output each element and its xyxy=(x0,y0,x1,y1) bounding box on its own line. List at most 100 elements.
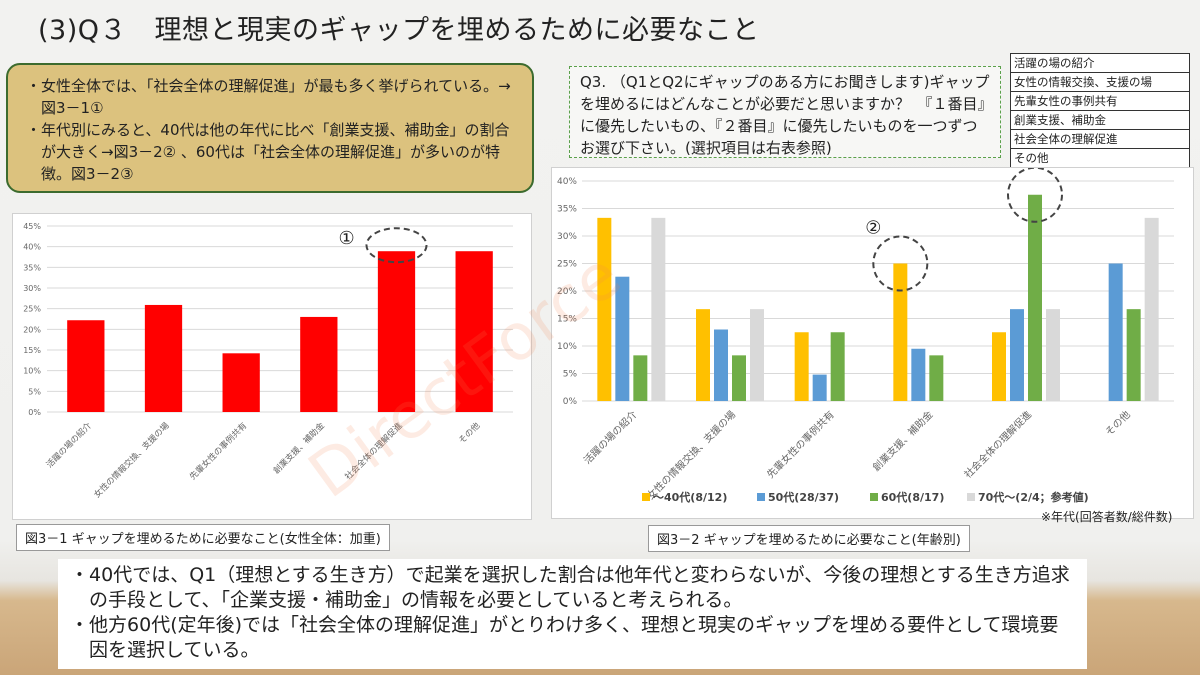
legend-swatch xyxy=(870,493,878,501)
y-tick-label: 40% xyxy=(23,243,41,252)
option-cell: 女性の情報交換、支援の場 xyxy=(1010,72,1190,92)
bar xyxy=(597,217,612,401)
bar xyxy=(911,348,926,401)
x-tick-label: 活躍の場の紹介 xyxy=(44,420,94,470)
bar xyxy=(1126,309,1141,401)
x-tick-label: 社会全体の理解促進 xyxy=(343,420,405,482)
chart-by-age-svg: 0% 5% 10% 15% 20% 25% 30% 35% 40% 活躍の場の紹介 女性の情報交換、… xyxy=(557,149,1174,504)
bar xyxy=(300,316,338,412)
y-tick-label: 20% xyxy=(557,287,577,297)
bar xyxy=(732,355,746,401)
options-table: 活躍の場の紹介 女性の情報交換、支援の場 先輩女性の事例共有 創業支援、補助金 … xyxy=(1010,53,1190,168)
bullet-mark: ・ xyxy=(70,564,90,586)
annotation-label: ③ xyxy=(1000,168,1016,170)
summary-line-2: 年代別にみると、40代は他の年代に比べ「創業支援、補助金」の割合が大きく→図3－… xyxy=(41,121,510,183)
y-tick-label: 25% xyxy=(23,305,41,314)
legend-swatch xyxy=(757,493,765,501)
slide-title: (3)Q３ 理想と現実のギャップを埋めるために必要なこと xyxy=(38,15,760,46)
x-tick-label: 社会全体の理解促進 xyxy=(961,408,1034,481)
chart-by-age-note: ※年代(回答者数/総件数) xyxy=(1041,510,1173,524)
conclusion-box: ・ 40代では、Q1（理想とする生き方）で起業を選択した割合は他年代と変わらない… xyxy=(58,559,1087,669)
bar xyxy=(633,355,648,401)
bar xyxy=(144,304,183,412)
bar xyxy=(714,329,728,401)
bar xyxy=(67,320,105,412)
bar xyxy=(696,309,710,401)
x-tick-label: 活躍の場の紹介 xyxy=(581,408,640,467)
y-tick-label: 5% xyxy=(28,387,41,396)
x-tick-label: 創業支援、補助金 xyxy=(870,408,936,474)
chart-by-age-caption: 図3－2 ギャップを埋めるために必要なこと(年齢別) xyxy=(648,525,970,552)
legend-label: 50代(28/37) xyxy=(768,490,839,504)
bar xyxy=(992,332,1006,401)
annotation-label: ① xyxy=(339,228,355,249)
x-tick-label: その他 xyxy=(1102,408,1132,438)
chart-overall-caption: 図3－1 ギャップを埋めるために必要なこと(女性全体：加重) xyxy=(16,524,390,551)
bar xyxy=(222,353,260,412)
y-tick-label: 45% xyxy=(23,222,41,231)
bar xyxy=(651,217,666,401)
x-tick-label: 創業支援、補助金 xyxy=(271,420,327,476)
conclusion-line-1: 40代では、Q1（理想とする生き方）で起業を選択した割合は他年代と変わらないが、… xyxy=(89,564,1070,611)
bar xyxy=(1010,309,1024,401)
option-cell: 先輩女性の事例共有 xyxy=(1010,91,1190,111)
legend-label: 60代(8/17) xyxy=(881,490,944,504)
bar xyxy=(750,309,764,401)
summary-bullet-2: ・ 年代別にみると、40代は他の年代に比べ「創業支援、補助金」の割合が大きく→図… xyxy=(26,119,520,185)
bar xyxy=(794,332,809,401)
y-tick-label: 30% xyxy=(557,232,577,242)
option-cell: 活躍の場の紹介 xyxy=(1010,53,1190,73)
y-tick-label: 25% xyxy=(557,260,577,270)
y-tick-label: 0% xyxy=(28,408,41,417)
summary-box: ・ 女性全体では、「社会全体の理解促進」が最も多く挙げられている。→ 図3－1①… xyxy=(6,63,534,193)
chart-overall: 0% 5% 10% 15% 20% 25% 30% 35% 40% 45% 活躍の場の紹介 女性の情報… xyxy=(12,213,532,520)
x-tick-label: 先輩女性の事例共有 xyxy=(764,408,837,481)
bullet-mark: ・ xyxy=(70,614,90,636)
x-tick-label: 女性の情報交換、支援の場 xyxy=(92,420,172,500)
summary-line-1: 女性全体では、「社会全体の理解促進」が最も多く挙げられている。→ 図3－1① xyxy=(41,77,511,117)
summary-bullet-1: ・ 女性全体では、「社会全体の理解促進」が最も多く挙げられている。→ 図3－1① xyxy=(26,75,520,119)
option-cell: 社会全体の理解促進 xyxy=(1010,129,1190,149)
bar xyxy=(377,251,416,412)
y-tick-label: 10% xyxy=(557,342,577,352)
annotation-circle xyxy=(872,235,929,292)
x-tick-label: 先輩女性の事例共有 xyxy=(187,420,249,482)
annotation-circle xyxy=(365,227,428,264)
bar xyxy=(1028,194,1042,401)
bar xyxy=(1046,309,1060,401)
option-cell: その他 xyxy=(1010,148,1190,168)
conclusion-line-2: 他方60代(定年後)では「社会全体の理解促進」がとりわけ多く、理想と現実のギャッ… xyxy=(89,614,1059,661)
chart-by-age: 0% 5% 10% 15% 20% 25% 30% 35% 40% 活躍の場の紹介 女性の情報交換、… xyxy=(551,149,1194,519)
y-tick-label: 30% xyxy=(23,284,41,293)
x-tick-label: その他 xyxy=(456,420,482,446)
y-tick-label: 15% xyxy=(23,346,41,355)
y-tick-label: 35% xyxy=(23,263,41,272)
y-tick-label: 5% xyxy=(563,370,578,380)
bar xyxy=(893,263,908,401)
bar xyxy=(455,251,493,412)
y-tick-label: 20% xyxy=(23,325,41,334)
option-cell: 創業支援、補助金 xyxy=(1010,110,1190,130)
question-box: Q3. （Q1とQ2にギャップのある方にお聞きします)ギャップを埋めるにはどんな… xyxy=(569,66,1001,158)
bullet-mark: ・ xyxy=(26,77,42,95)
bar xyxy=(830,332,845,401)
annotation-circle xyxy=(1007,166,1063,223)
legend-label: 70代～(2/4；参考値) xyxy=(978,490,1089,504)
bar xyxy=(1108,263,1123,401)
y-tick-label: 40% xyxy=(557,177,577,187)
chart-overall-svg: 0% 5% 10% 15% 20% 25% 30% 35% 40% 45% 活躍の場の紹介女性の情報… xyxy=(23,222,513,500)
y-tick-label: 10% xyxy=(23,367,41,376)
legend-swatch xyxy=(967,493,975,501)
conclusion-bullet-2: ・ 他方60代(定年後)では「社会全体の理解促進」がとりわけ多く、理想と現実のギ… xyxy=(70,613,1073,663)
y-tick-label: 0% xyxy=(563,397,578,407)
bullet-mark: ・ xyxy=(26,121,42,139)
conclusion-bullet-1: ・ 40代では、Q1（理想とする生き方）で起業を選択した割合は他年代と変わらない… xyxy=(70,563,1073,613)
y-tick-label: 35% xyxy=(557,205,577,215)
bar xyxy=(1144,217,1159,401)
bar xyxy=(615,276,630,401)
legend-label: ～40代(8/12) xyxy=(653,490,727,504)
annotation-label: ② xyxy=(865,218,881,239)
bar xyxy=(929,355,944,401)
x-tick-label: 女性の情報交換、支援の場 xyxy=(644,408,738,502)
y-tick-label: 15% xyxy=(557,315,577,325)
